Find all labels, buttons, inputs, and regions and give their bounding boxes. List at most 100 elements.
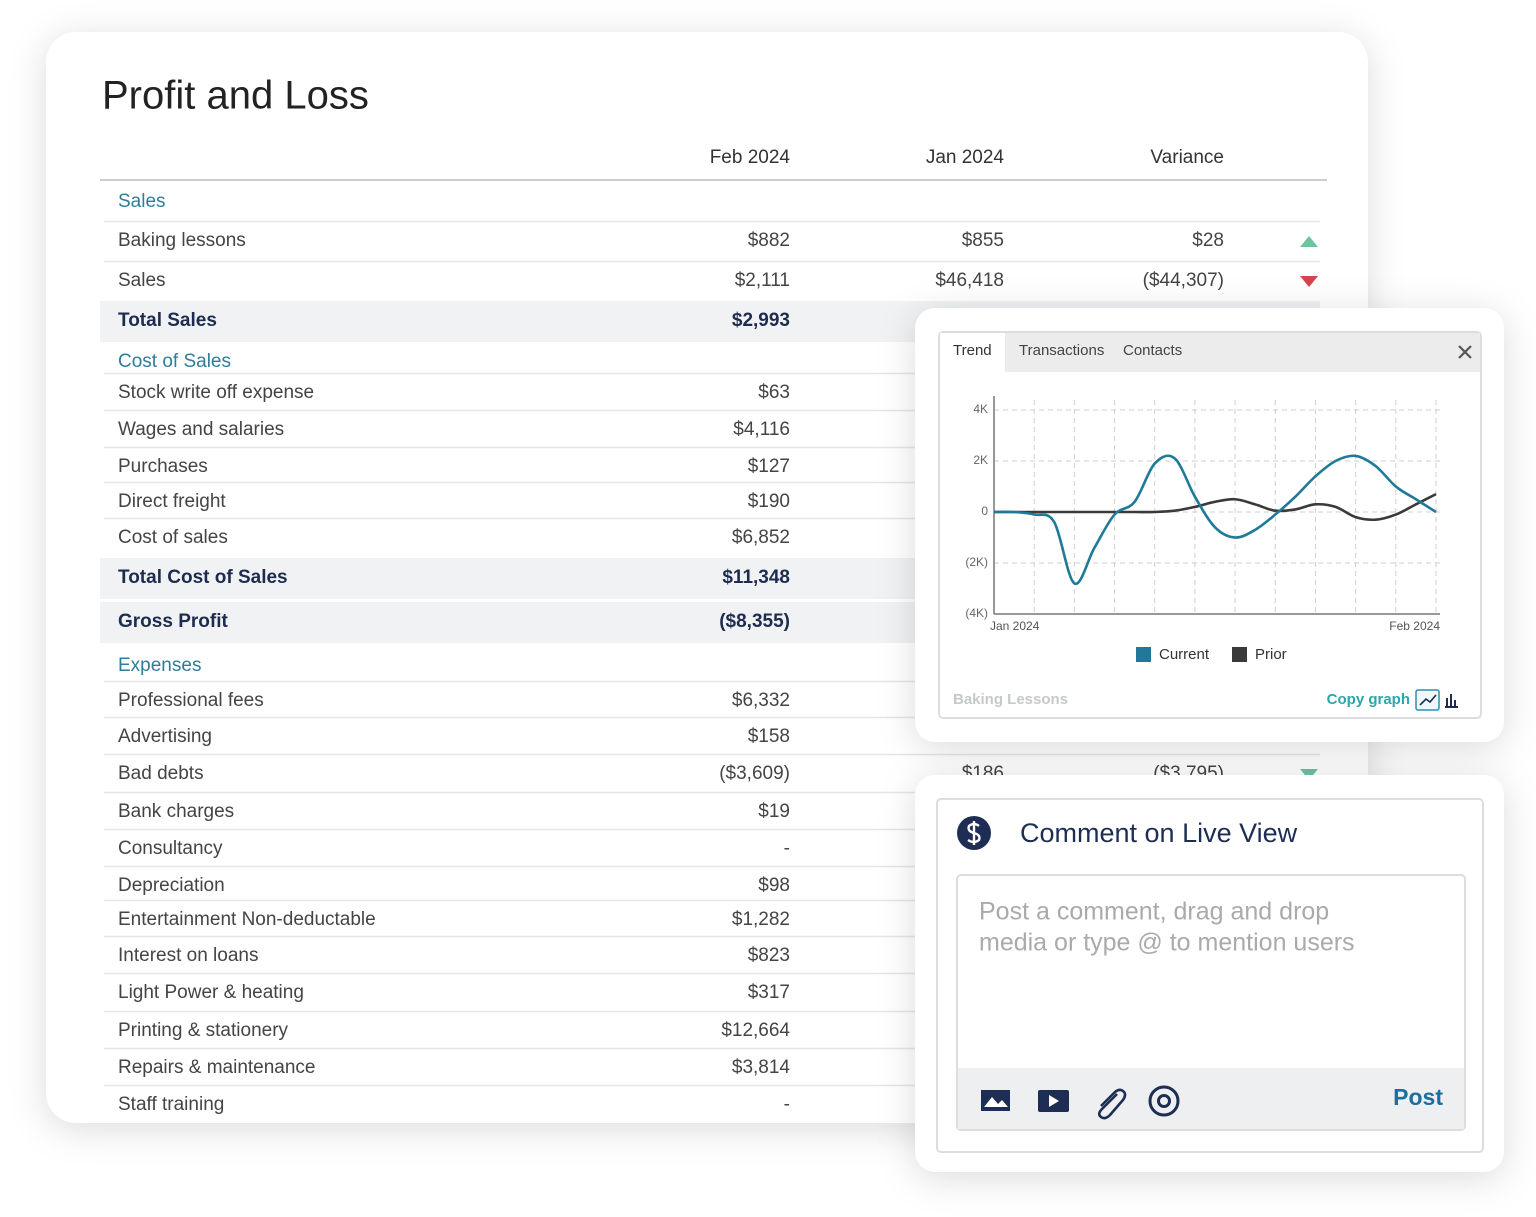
amount: $63 (758, 382, 790, 403)
active-tab-bg (940, 333, 1005, 372)
section-header: Expenses (118, 655, 201, 676)
row-label: Professional fees (118, 690, 264, 711)
amount: $823 (748, 945, 790, 966)
image-button[interactable] (981, 1090, 1010, 1111)
trend-indicator (1300, 276, 1318, 287)
total-label: Total Cost of Sales (118, 567, 288, 588)
y-tick-label: 4K (973, 402, 988, 416)
amount: $6,852 (732, 527, 790, 548)
amount: $855 (962, 230, 1004, 251)
dollar-glyph (967, 821, 981, 845)
legend-label: Prior (1255, 646, 1287, 663)
mention-button[interactable] (1148, 1085, 1180, 1117)
tab[interactable]: Trend (953, 342, 992, 359)
post-button[interactable]: Post (1393, 1084, 1443, 1110)
row-label: Light Power & heating (118, 982, 304, 1003)
bar-view-icon[interactable] (1445, 694, 1458, 708)
legend-swatch (1136, 647, 1151, 662)
placeholder-line: media or type @ to mention users (979, 929, 1355, 957)
row-label: Bad debts (118, 763, 204, 784)
trend-indicator (1300, 769, 1318, 780)
section-header: Sales (118, 191, 166, 212)
row-label: Repairs & maintenance (118, 1057, 316, 1078)
x-tick-label: Jan 2024 (990, 619, 1040, 633)
row-label: Wages and salaries (118, 419, 284, 440)
amount: $2,993 (732, 310, 790, 331)
image-icon-mountain (984, 1097, 1008, 1107)
amount: - (784, 1094, 790, 1115)
y-tick-label: 2K (973, 453, 988, 467)
amount: $158 (748, 726, 790, 747)
amount: $11,348 (722, 567, 790, 588)
amount: $28 (1192, 230, 1224, 251)
amount: $882 (748, 230, 790, 251)
total-label: Gross Profit (118, 611, 228, 632)
row-label: Bank charges (118, 801, 234, 822)
amount: $127 (748, 456, 790, 477)
column-header: Feb 2024 (710, 147, 791, 168)
report-title: Profit and Loss (102, 74, 369, 118)
mention-core (1157, 1094, 1171, 1108)
trend-indicator (1300, 236, 1318, 247)
amount: $1,282 (732, 909, 790, 930)
amount: $317 (748, 982, 790, 1003)
mention-ring (1148, 1085, 1180, 1117)
trend-chart: 4K 2K 0 (2K) (4K)Jan 2024 Feb 2024 Current Prio… (965, 396, 1440, 663)
column-header: Jan 2024 (926, 147, 1005, 168)
row-label: Purchases (118, 456, 208, 477)
line-view-icon (1419, 694, 1437, 706)
row-label: Entertainment Non-deductable (118, 909, 376, 930)
attach-button[interactable] (1097, 1088, 1127, 1120)
amount: ($8,355) (719, 611, 790, 632)
amount: $6,332 (732, 690, 790, 711)
amount: $2,111 (735, 270, 790, 291)
amount: $3,814 (732, 1057, 791, 1078)
y-tick-label: (4K) (965, 606, 988, 620)
amount: $190 (748, 491, 790, 512)
row-label: Printing & stationery (118, 1020, 289, 1041)
legend-swatch (1232, 647, 1247, 662)
amount: $46,418 (935, 270, 1004, 291)
placeholder-line: Post a comment, drag and drop (979, 898, 1329, 926)
row-label: Depreciation (118, 875, 225, 896)
amount: $19 (758, 801, 790, 822)
section-header: Cost of Sales (118, 351, 231, 372)
tab-bar (940, 333, 1480, 372)
legend-label: Current (1159, 646, 1210, 663)
row-label: Staff training (118, 1094, 224, 1115)
column-header: Variance (1150, 147, 1224, 168)
comment-input[interactable] (956, 874, 1466, 1131)
row-label: Interest on loans (118, 945, 258, 966)
video-icon-play (1049, 1095, 1059, 1107)
row-label: Baking lessons (118, 230, 246, 251)
total-label: Total Sales (118, 310, 217, 331)
row-label: Direct freight (118, 491, 226, 512)
tab[interactable]: Transactions (1019, 342, 1104, 359)
amount: ($44,307) (1143, 270, 1224, 291)
trend-frame (938, 331, 1482, 719)
row-label: Consultancy (118, 838, 223, 859)
chart-caption: Baking Lessons (953, 691, 1068, 708)
row-label: Cost of sales (118, 527, 228, 548)
y-tick-label: (2K) (965, 555, 988, 569)
tab[interactable]: Contacts (1123, 342, 1182, 359)
row-label: Advertising (118, 726, 212, 747)
x-tick-label: Feb 2024 (1389, 619, 1440, 633)
amount: - (784, 838, 790, 859)
row-label: Sales (118, 270, 166, 291)
image-icon (981, 1090, 1010, 1111)
amount: ($3,609) (719, 763, 790, 784)
amount: $98 (758, 875, 790, 896)
copy-graph[interactable]: Copy graph (1327, 691, 1410, 708)
series-line (993, 492, 1437, 522)
comment-toolbar (958, 1068, 1464, 1129)
close-button[interactable] (1458, 345, 1472, 359)
comment-title: Comment on Live View (1020, 818, 1298, 848)
amount: $12,664 (721, 1020, 790, 1041)
y-tick-label: 0 (981, 504, 988, 518)
series-line (993, 454, 1437, 585)
video-button[interactable] (1038, 1090, 1069, 1112)
amount: $4,116 (733, 419, 790, 440)
row-label: Stock write off expense (118, 382, 314, 403)
